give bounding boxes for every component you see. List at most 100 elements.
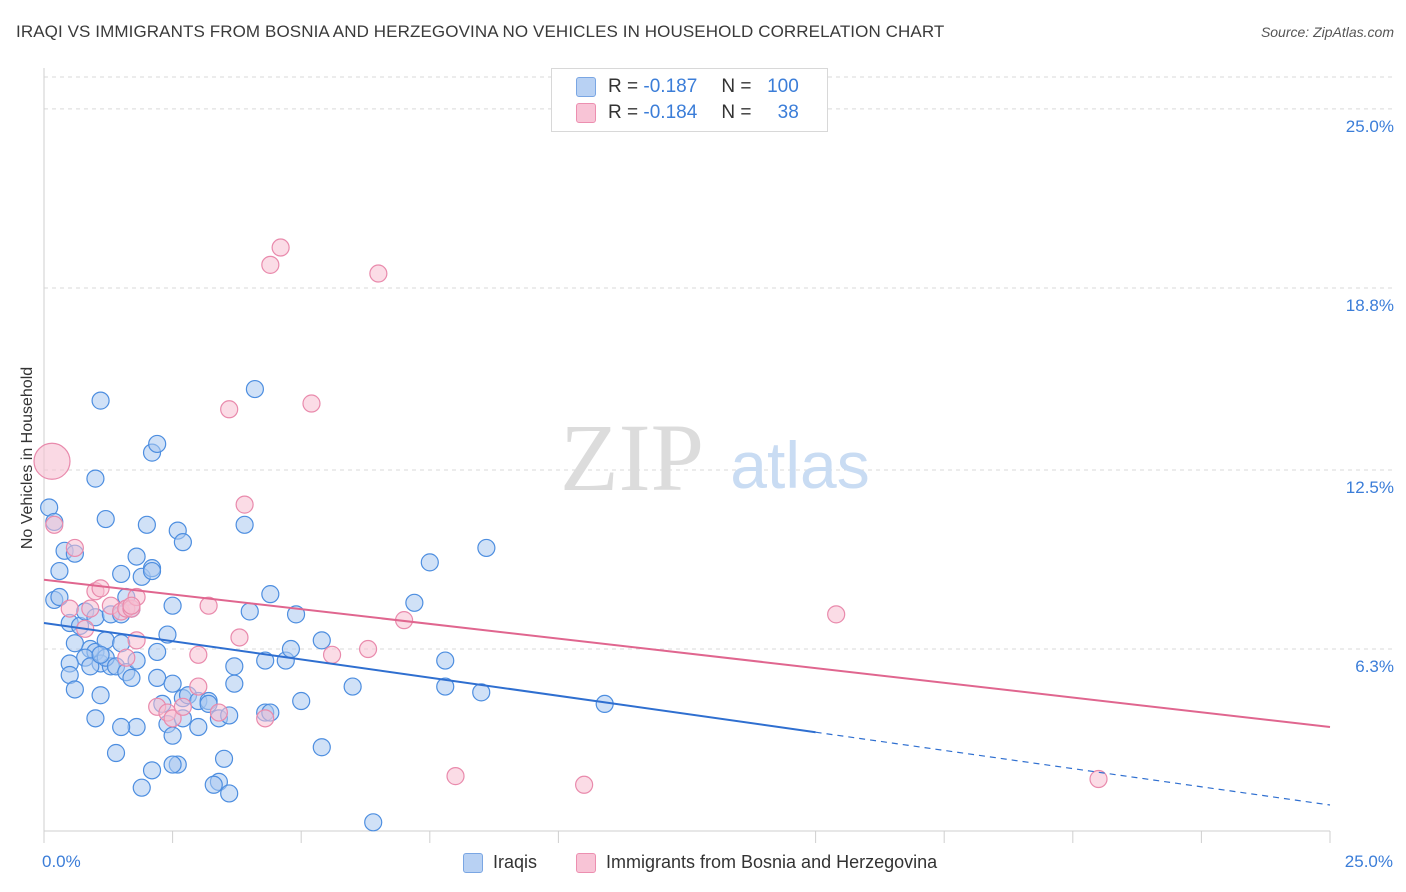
bosnia-point bbox=[209, 703, 228, 722]
iraqis-point bbox=[292, 691, 311, 711]
bosnia-point bbox=[446, 767, 465, 786]
iraqis-point bbox=[225, 674, 244, 693]
iraqis-point bbox=[132, 778, 151, 797]
iraqis-point bbox=[91, 391, 110, 410]
legend-label: Immigrants from Bosnia and Herzegovina bbox=[606, 852, 938, 872]
source-label: Source: ZipAtlas.com bbox=[1260, 24, 1394, 40]
iraqis-point bbox=[312, 738, 331, 757]
iraqis-point bbox=[65, 680, 84, 699]
iraqis-point bbox=[286, 605, 306, 624]
iraqis-point bbox=[158, 625, 177, 644]
iraqis-point bbox=[91, 686, 110, 705]
correlation-legend: R = -0.187 N = 100 R = -0.184 N = 38 bbox=[551, 68, 828, 132]
legend-item-bosnia[interactable]: Immigrants from Bosnia and Herzegovina bbox=[576, 852, 937, 873]
r-label: R = bbox=[608, 76, 639, 97]
iraqis-point bbox=[112, 717, 131, 737]
pink-swatch-icon bbox=[576, 852, 596, 873]
iraqis-trend-extension bbox=[815, 731, 1331, 806]
bosnia-point bbox=[163, 709, 182, 728]
legend-row-bosnia: R = -0.184 N = 38 bbox=[576, 101, 799, 125]
bosnia-point bbox=[271, 238, 290, 257]
bosnia-point bbox=[235, 495, 254, 514]
x-tick-label: 0.0% bbox=[42, 852, 81, 871]
x-tick-label: 25.0% bbox=[1344, 852, 1393, 871]
n-label: N = bbox=[721, 102, 752, 123]
bosnia-point bbox=[60, 599, 79, 618]
bosnia-trend-line bbox=[43, 578, 1331, 729]
n-label: N = bbox=[721, 76, 752, 97]
bosnia-point bbox=[173, 697, 192, 716]
bosnia-point-large bbox=[33, 442, 71, 480]
chart-title: IRAQI VS IMMIGRANTS FROM BOSNIA AND HERZ… bbox=[16, 22, 945, 41]
iraqis-point bbox=[225, 657, 244, 676]
bosnia-point bbox=[45, 515, 64, 534]
y-tick-label: 18.8% bbox=[1345, 295, 1394, 315]
iraqis-point bbox=[50, 561, 69, 581]
watermark-atlas: atlas bbox=[730, 428, 869, 502]
iraqis-point bbox=[137, 515, 156, 534]
bosnia-point bbox=[199, 596, 218, 615]
pink-swatch-icon bbox=[576, 103, 596, 123]
bosnia-point bbox=[230, 628, 249, 647]
bosnia-point bbox=[302, 394, 321, 413]
trend-lines bbox=[43, 578, 1331, 806]
iraqis-point bbox=[364, 813, 383, 832]
bosnia-point bbox=[322, 645, 342, 664]
blue-swatch-icon bbox=[463, 852, 483, 873]
legend-item-iraqis[interactable]: Iraqis bbox=[463, 852, 537, 873]
iraqis-point bbox=[112, 564, 131, 584]
r-value: -0.184 bbox=[643, 102, 698, 123]
iraqis-point bbox=[477, 538, 496, 558]
n-value: 38 bbox=[777, 102, 799, 123]
legend-row-iraqis: R = -0.187 N = 100 bbox=[576, 75, 799, 99]
y-tick-label: 6.3% bbox=[1355, 657, 1394, 677]
bosnia-point bbox=[358, 639, 378, 659]
bosnia-point bbox=[261, 255, 280, 274]
iraqis-point bbox=[472, 683, 491, 702]
iraqis-point bbox=[86, 469, 105, 488]
iraqis-point bbox=[148, 434, 167, 454]
watermark: ZIP atlas bbox=[560, 404, 870, 511]
r-value: -0.187 bbox=[643, 76, 698, 97]
bosnia-point bbox=[81, 599, 100, 618]
legend-label: Iraqis bbox=[493, 852, 538, 872]
series-legend: Iraqis Immigrants from Bosnia and Herzeg… bbox=[0, 852, 1406, 876]
iraqis-point bbox=[96, 509, 115, 529]
bosnia-point bbox=[575, 775, 594, 794]
y-tick-label: 25.0% bbox=[1345, 116, 1394, 136]
iraqis-point bbox=[163, 596, 182, 615]
iraqis-point bbox=[122, 668, 141, 688]
iraqis-point bbox=[240, 602, 259, 621]
blue-swatch-icon bbox=[576, 77, 596, 97]
iraqis-point bbox=[148, 642, 167, 662]
n-value: 100 bbox=[767, 76, 799, 97]
iraqis-point bbox=[256, 651, 275, 670]
iraqis-point bbox=[127, 547, 146, 566]
bosnia-point bbox=[117, 648, 136, 667]
bosnia-point bbox=[189, 677, 208, 696]
bosnia-point bbox=[189, 645, 208, 664]
iraqis-point bbox=[261, 585, 280, 604]
iraqis-point bbox=[405, 593, 424, 612]
grid-lines bbox=[44, 76, 1392, 650]
r-label: R = bbox=[608, 102, 639, 123]
iraqis-point bbox=[106, 743, 126, 763]
iraqis-point bbox=[343, 677, 362, 696]
iraqis-point bbox=[91, 645, 110, 664]
iraqis-point bbox=[436, 677, 455, 696]
bosnia-point bbox=[827, 605, 846, 624]
bosnia-point bbox=[122, 596, 141, 615]
bosnia-point bbox=[256, 709, 275, 728]
iraqis-point bbox=[189, 717, 208, 737]
iraqis-point bbox=[312, 631, 331, 650]
iraqis-point bbox=[420, 553, 439, 572]
iraqis-point bbox=[281, 639, 301, 659]
iraqis-point bbox=[163, 674, 182, 693]
iraqis-point bbox=[86, 709, 105, 728]
bosnia-point bbox=[369, 264, 388, 283]
iraqis-point bbox=[142, 561, 162, 581]
iraqis-point bbox=[245, 379, 265, 399]
iraqis-point bbox=[127, 717, 146, 737]
iraqis-point bbox=[142, 761, 162, 780]
